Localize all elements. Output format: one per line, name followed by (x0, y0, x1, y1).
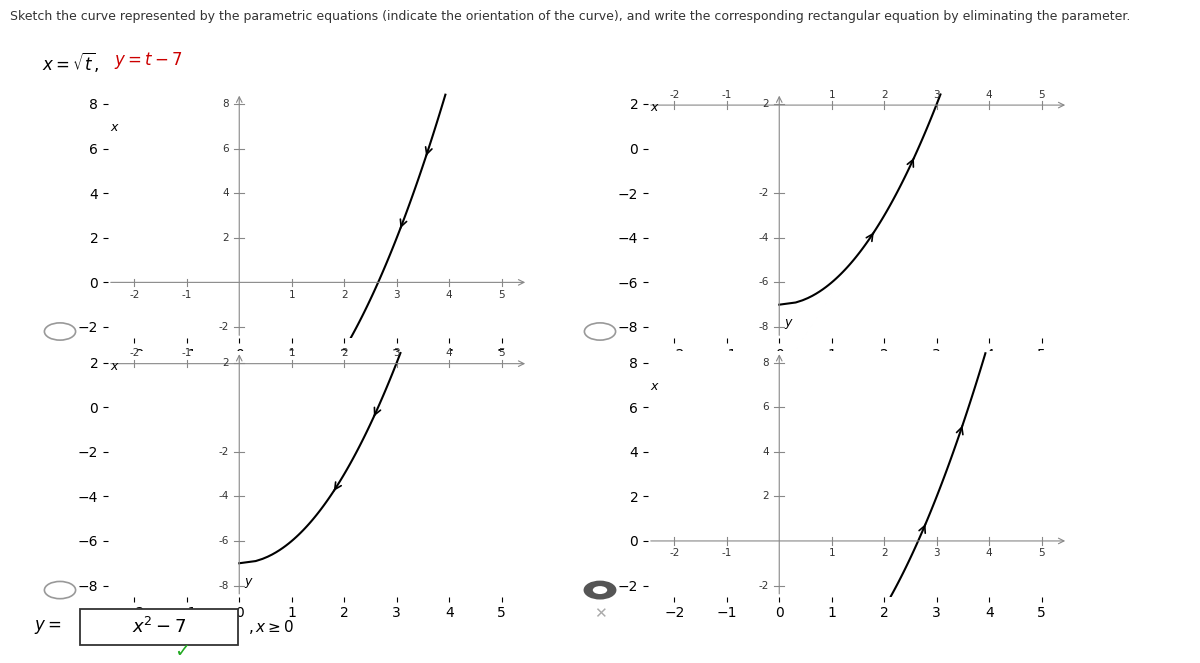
Text: $y =$: $y =$ (34, 617, 61, 636)
Text: -2: -2 (130, 348, 139, 358)
Text: -8: -8 (758, 322, 769, 332)
Text: -4: -4 (758, 233, 769, 243)
Text: 4: 4 (222, 188, 229, 198)
Text: 4: 4 (446, 290, 452, 300)
Text: -2: -2 (670, 90, 679, 99)
Text: ✓: ✓ (174, 642, 191, 660)
Text: 2: 2 (222, 233, 229, 243)
Text: y: y (785, 316, 792, 330)
Text: 5: 5 (498, 290, 505, 300)
FancyBboxPatch shape (79, 609, 239, 645)
Text: -1: -1 (721, 90, 732, 99)
Text: -2: -2 (758, 188, 769, 198)
Text: -6: -6 (758, 277, 769, 287)
Text: 3: 3 (394, 348, 400, 358)
Text: -2: -2 (130, 290, 139, 300)
Text: 5: 5 (1038, 548, 1045, 558)
Text: x: x (110, 121, 118, 134)
Text: -2: -2 (218, 447, 229, 457)
Text: 2: 2 (222, 357, 229, 367)
Text: -1: -1 (181, 348, 192, 358)
Text: 2: 2 (881, 548, 888, 558)
Text: -6: -6 (218, 536, 229, 546)
Text: 4: 4 (762, 447, 769, 457)
Text: -4: -4 (218, 491, 229, 501)
Text: 2: 2 (762, 491, 769, 501)
Text: 2: 2 (341, 348, 348, 358)
Text: 6: 6 (762, 402, 769, 412)
Text: 3: 3 (394, 290, 400, 300)
Text: 2: 2 (341, 290, 348, 300)
Text: 2: 2 (762, 99, 769, 109)
Text: 1: 1 (288, 348, 295, 358)
Text: 1: 1 (288, 290, 295, 300)
Text: $y = t - 7$: $y = t - 7$ (114, 50, 182, 71)
Text: -1: -1 (721, 548, 732, 558)
Text: x: x (650, 101, 658, 114)
Text: 4: 4 (986, 90, 992, 99)
Text: -8: -8 (218, 581, 229, 591)
Text: $x = \sqrt{t},$: $x = \sqrt{t},$ (42, 50, 98, 74)
Text: 1: 1 (828, 548, 835, 558)
Text: -2: -2 (758, 581, 769, 591)
Text: 4: 4 (446, 348, 452, 358)
Text: -1: -1 (181, 290, 192, 300)
Text: Sketch the curve represented by the parametric equations (indicate the orientati: Sketch the curve represented by the para… (10, 10, 1130, 23)
Text: 5: 5 (498, 348, 505, 358)
Text: 4: 4 (986, 548, 992, 558)
Text: $, x \geq 0$: $, x \geq 0$ (248, 617, 294, 636)
Text: 3: 3 (934, 90, 940, 99)
Text: 8: 8 (762, 357, 769, 367)
Text: $x^2 - 7$: $x^2 - 7$ (132, 617, 186, 637)
Text: 2: 2 (881, 90, 888, 99)
Text: 6: 6 (222, 144, 229, 154)
Text: 3: 3 (934, 548, 940, 558)
Text: x: x (110, 360, 118, 373)
Text: ✕: ✕ (594, 606, 606, 621)
Text: -2: -2 (218, 322, 229, 332)
Text: 1: 1 (828, 90, 835, 99)
Text: 8: 8 (222, 99, 229, 109)
Text: y: y (245, 575, 252, 588)
Text: x: x (650, 380, 658, 392)
Text: 5: 5 (1038, 90, 1045, 99)
Text: -2: -2 (670, 548, 679, 558)
